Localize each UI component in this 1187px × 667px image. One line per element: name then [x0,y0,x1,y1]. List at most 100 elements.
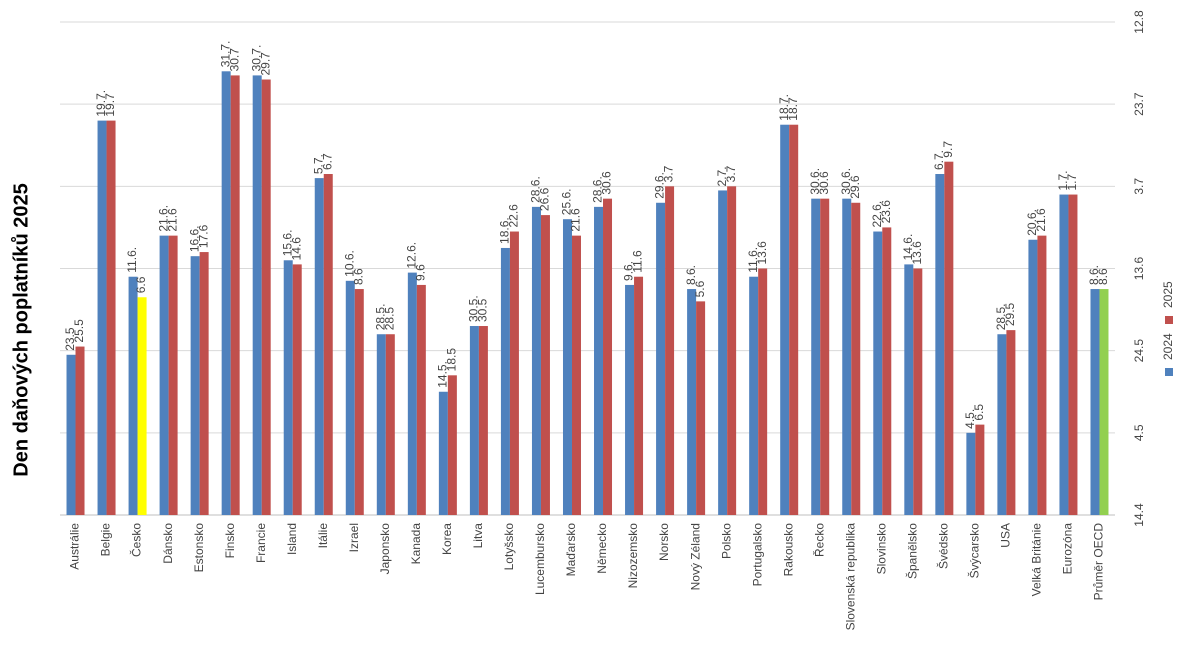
bar [696,301,706,515]
value-label: 22.6 [507,204,521,228]
x-tick-label: Švýcarsko [967,523,982,579]
value-label: 13.6 [755,241,769,265]
x-tick-label: Švédsko [936,523,951,569]
value-label: 30.6 [817,171,831,195]
bar [1090,289,1100,515]
value-label: 11.6. [746,247,760,273]
value-label: 18.6. [498,217,512,244]
bar [66,354,76,515]
x-tick-label: Nový Zéland [688,523,702,590]
bar [1006,330,1016,515]
bar [261,79,271,516]
bar [997,334,1007,515]
bar [531,206,541,515]
bar [509,231,519,515]
bar [478,326,488,515]
bar [820,198,830,516]
value-label: 21.6 [569,208,583,232]
bar [500,247,510,516]
value-label: 20.6. [1025,209,1039,236]
x-tick-label: Španělsko [904,523,919,579]
bar [230,75,240,516]
value-label: 6.5 [972,404,986,421]
value-label: 23.6 [879,200,893,224]
value-label: 26.6 [538,187,552,211]
bar [1028,239,1038,515]
value-label: 9.6. [622,261,636,281]
bar [221,71,231,516]
value-label: 1.7. [1056,171,1070,191]
y-tick-label: 4.5 [1132,424,1146,441]
x-tick-label: Korea [440,523,454,555]
x-tick-label: Lucembursko [533,523,547,595]
value-label: 21.6. [156,205,170,232]
y-tick-label: 23.7 [1132,92,1146,116]
value-label: 29.6. [653,172,667,199]
value-label: 30.6. [808,168,822,195]
x-tick-label: Finsko [223,523,237,559]
bar [904,264,914,515]
value-label: 29.7 [258,52,272,76]
value-label: 29.5 [1003,302,1017,326]
value-label: 8.6 [1096,268,1110,285]
value-label: 6.6 [134,276,148,293]
value-label: 30.5. [467,295,481,322]
bar [789,124,799,515]
bar [811,198,821,516]
x-tick-label: Dánsko [161,523,175,564]
value-label: 16.6. [187,225,201,252]
bar [780,124,790,515]
x-tick-label: Norsko [657,523,671,561]
x-tick-label: Eurozóna [1061,523,1075,575]
y-tick-label: 14.4 [1132,503,1146,527]
value-label: 2.7. [715,166,729,186]
value-label: 30.6 [600,171,614,195]
value-label: 6.7 [320,153,334,170]
bar [385,334,395,515]
value-label: 8.6. [684,265,698,285]
bar [842,198,852,516]
value-label: 28.5. [373,304,387,331]
x-tick-label: Francie [254,523,268,563]
x-tick-label: Slovinsko [874,523,888,575]
y-tick-label: 12.8 [1132,10,1146,34]
value-label: 28.6. [591,176,605,203]
legend-label: 2024 [1161,333,1175,360]
bar [975,424,985,515]
value-label: 25.6. [560,188,574,215]
bar [540,215,550,515]
bar [168,235,178,515]
y-tick-label: 24.5 [1132,339,1146,363]
value-label: 15.6. [280,230,294,257]
bar [252,75,262,516]
value-label: 29.6 [848,175,862,199]
bar [727,186,737,516]
value-label: 25.5 [72,319,86,343]
value-label: 8.6. [1087,265,1101,285]
value-label: 21.6 [1034,208,1048,232]
value-label: 1.7 [1065,174,1079,191]
bar [1068,194,1078,516]
value-label: 14.6. [901,234,915,261]
bar [106,120,116,515]
bar [354,289,364,515]
bar [873,231,883,515]
bar [190,256,200,515]
value-label: 30.6. [839,168,853,195]
bar [1037,235,1047,515]
x-tick-label: Nizozemsko [626,523,640,589]
value-label: 30.7. [249,45,263,72]
x-tick-label: Estonsko [192,523,206,573]
bar [625,284,635,515]
value-label: 6.7. [932,150,946,170]
x-tick-label: Rakousko [781,523,795,577]
bar [718,190,728,516]
value-label: 21.6 [165,208,179,232]
x-tick-label: Řecko [811,523,826,557]
value-label: 19.7 [103,93,117,117]
x-tick-label: Portugalsko [750,523,764,587]
x-tick-label: Průměr OECD [1092,523,1106,601]
x-tick-label: Izrael [347,523,361,552]
bar [758,268,768,515]
